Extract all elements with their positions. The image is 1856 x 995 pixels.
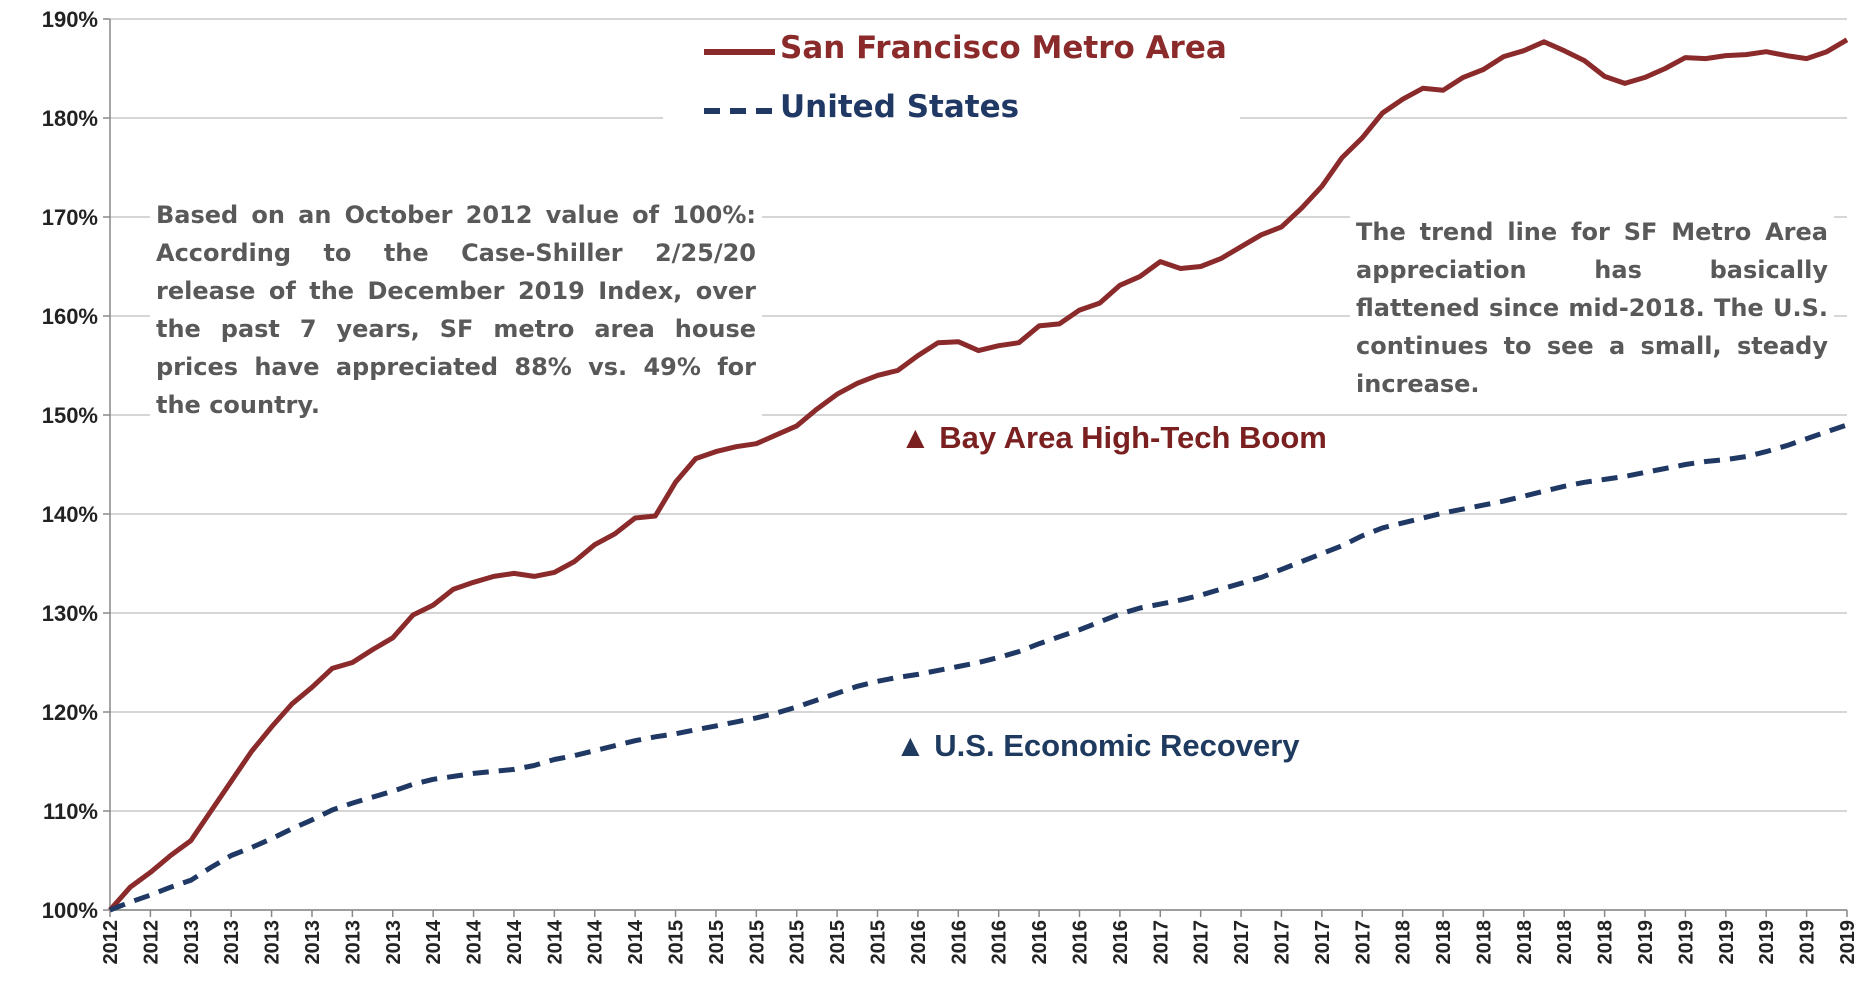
- x-tick-label: 2014: [585, 919, 607, 964]
- x-tick-label: 2016: [948, 920, 970, 965]
- y-tick-label: 190%: [42, 7, 98, 32]
- legend-label: San Francisco Metro Area: [780, 30, 1227, 66]
- x-tick-label: 2018: [1554, 920, 1576, 965]
- x-tick-label: 2014: [464, 919, 486, 964]
- annotation-right: The trend line for SF Metro Area appreci…: [1350, 209, 1834, 407]
- x-tick-label: 2018: [1433, 920, 1455, 965]
- x-tick-label: 2012: [100, 920, 122, 965]
- x-tick-label: 2014: [504, 919, 526, 964]
- x-tick-label: 2015: [666, 920, 688, 965]
- x-tick-label: 2015: [787, 920, 809, 965]
- x-tick-label: 2016: [989, 920, 1011, 965]
- x-tick-label: 2015: [706, 920, 728, 965]
- x-tick-label: 2019: [1675, 920, 1697, 965]
- y-tick-label: 150%: [42, 403, 98, 428]
- y-tick-label: 100%: [42, 898, 98, 923]
- x-tick-label: 2017: [1271, 920, 1293, 965]
- annotation-boom: ▲ Bay Area High-Tech Boom: [900, 420, 1327, 455]
- x-tick-label: 2012: [140, 920, 162, 965]
- y-tick-label: 170%: [42, 205, 98, 230]
- x-tick-label: 2018: [1595, 920, 1617, 965]
- y-tick-label: 160%: [42, 304, 98, 329]
- x-tick-label: 2019: [1756, 920, 1778, 965]
- x-tick-label: 2018: [1514, 920, 1536, 965]
- x-tick-label: 2015: [746, 920, 768, 965]
- x-tick-label: 2017: [1352, 920, 1374, 965]
- series-line: [109, 422, 1848, 913]
- x-tick-label: 2014: [544, 919, 566, 964]
- x-tick-label: 2017: [1191, 920, 1213, 965]
- x-tick-label: 2015: [868, 920, 890, 965]
- x-tick-label: 2017: [1231, 920, 1253, 965]
- x-tick-label: 2014: [423, 919, 445, 964]
- x-tick-label: 2013: [342, 920, 364, 965]
- x-tick-label: 2019: [1716, 920, 1738, 965]
- x-tick-label: 2018: [1473, 920, 1495, 965]
- x-tick-label: 2013: [221, 920, 243, 965]
- x-tick-label: 2019: [1635, 920, 1657, 965]
- x-tick-label: 2015: [827, 920, 849, 965]
- annotation-recovery: ▲ U.S. Economic Recovery: [895, 728, 1300, 763]
- x-tick-label: 2014: [625, 919, 647, 964]
- x-tick-label: 2013: [302, 920, 324, 965]
- x-tick-label: 2019: [1797, 920, 1819, 965]
- x-tick-label: 2019: [1837, 920, 1856, 965]
- legend-label: United States: [780, 89, 1020, 125]
- x-tick-label: 2013: [383, 920, 405, 965]
- legend-bg: [663, 25, 1240, 140]
- x-tick-label: 2017: [1312, 920, 1334, 965]
- x-tick-label: 2016: [1029, 920, 1051, 965]
- y-tick-label: 180%: [42, 106, 98, 131]
- x-tick-label: 2017: [1150, 920, 1172, 965]
- y-tick-label: 110%: [43, 799, 98, 824]
- x-tick-label: 2013: [262, 920, 284, 965]
- x-tick-label: 2016: [1069, 920, 1091, 965]
- y-tick-label: 140%: [42, 502, 98, 527]
- x-tick-label: 2013: [181, 920, 203, 965]
- x-tick-label: 2016: [908, 920, 930, 965]
- y-tick-label: 130%: [42, 601, 98, 626]
- series-line: [108, 37, 1849, 912]
- annotation-left: Based on an October 2012 value of 100%: …: [150, 192, 762, 428]
- y-tick-label: 120%: [42, 700, 98, 725]
- x-tick-label: 2016: [1110, 920, 1132, 965]
- x-tick-label: 2018: [1393, 920, 1415, 965]
